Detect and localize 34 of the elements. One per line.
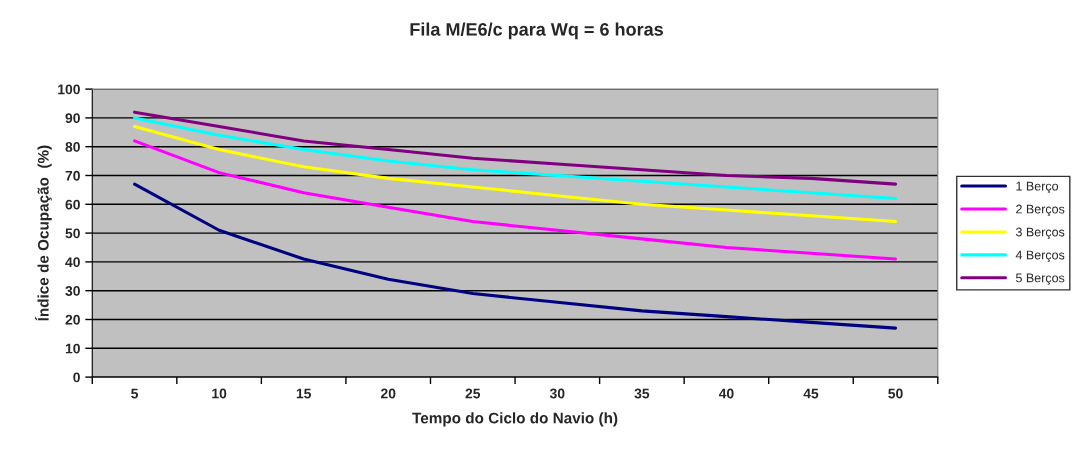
line-series <box>133 182 898 330</box>
y-tick-label: 50 <box>65 228 80 239</box>
x-axis-title: Tempo do Ciclo do Navio (h) <box>412 412 618 427</box>
legend-label: 4 Berços <box>1015 250 1065 262</box>
line-series <box>133 125 898 224</box>
y-tick-label: 30 <box>65 286 80 296</box>
legend-label: 5 Berços <box>1015 273 1065 285</box>
x-tick-label: 35 <box>634 388 650 399</box>
x-tick-label: 45 <box>803 388 819 399</box>
x-tick-label: 5 <box>131 388 139 399</box>
line-series <box>133 116 898 201</box>
line-series <box>133 110 898 186</box>
legend-label: 2 Berços <box>1016 204 1065 216</box>
y-tick-label: 40 <box>65 257 80 268</box>
x-tick-label: 40 <box>718 388 734 399</box>
legend-label: 3 Berços <box>1015 227 1065 239</box>
line-series <box>133 139 898 261</box>
x-tick-label: 25 <box>465 388 481 399</box>
y-tick-label: 70 <box>65 170 80 181</box>
chart-title: Fila M/E6/c para Wq = 6 horas <box>410 22 663 40</box>
x-tick-label: 15 <box>296 388 311 399</box>
x-tick-label: 50 <box>888 388 903 399</box>
y-tick-label: 20 <box>65 314 80 325</box>
y-tick-label: 0 <box>73 372 80 383</box>
y-tick-label: 90 <box>65 113 80 124</box>
legend-label: 1 Berço <box>1016 181 1059 194</box>
y-axis-title: Índice de Ocupação (%) <box>35 145 52 321</box>
y-tick-label: 60 <box>65 199 80 210</box>
y-tick-label: 100 <box>58 84 80 95</box>
y-tick-label: 10 <box>65 343 80 354</box>
x-tick-label: 30 <box>549 388 565 399</box>
x-tick-label: 10 <box>212 388 227 399</box>
y-tick-label: 80 <box>65 142 80 152</box>
x-tick-label: 20 <box>380 388 396 399</box>
